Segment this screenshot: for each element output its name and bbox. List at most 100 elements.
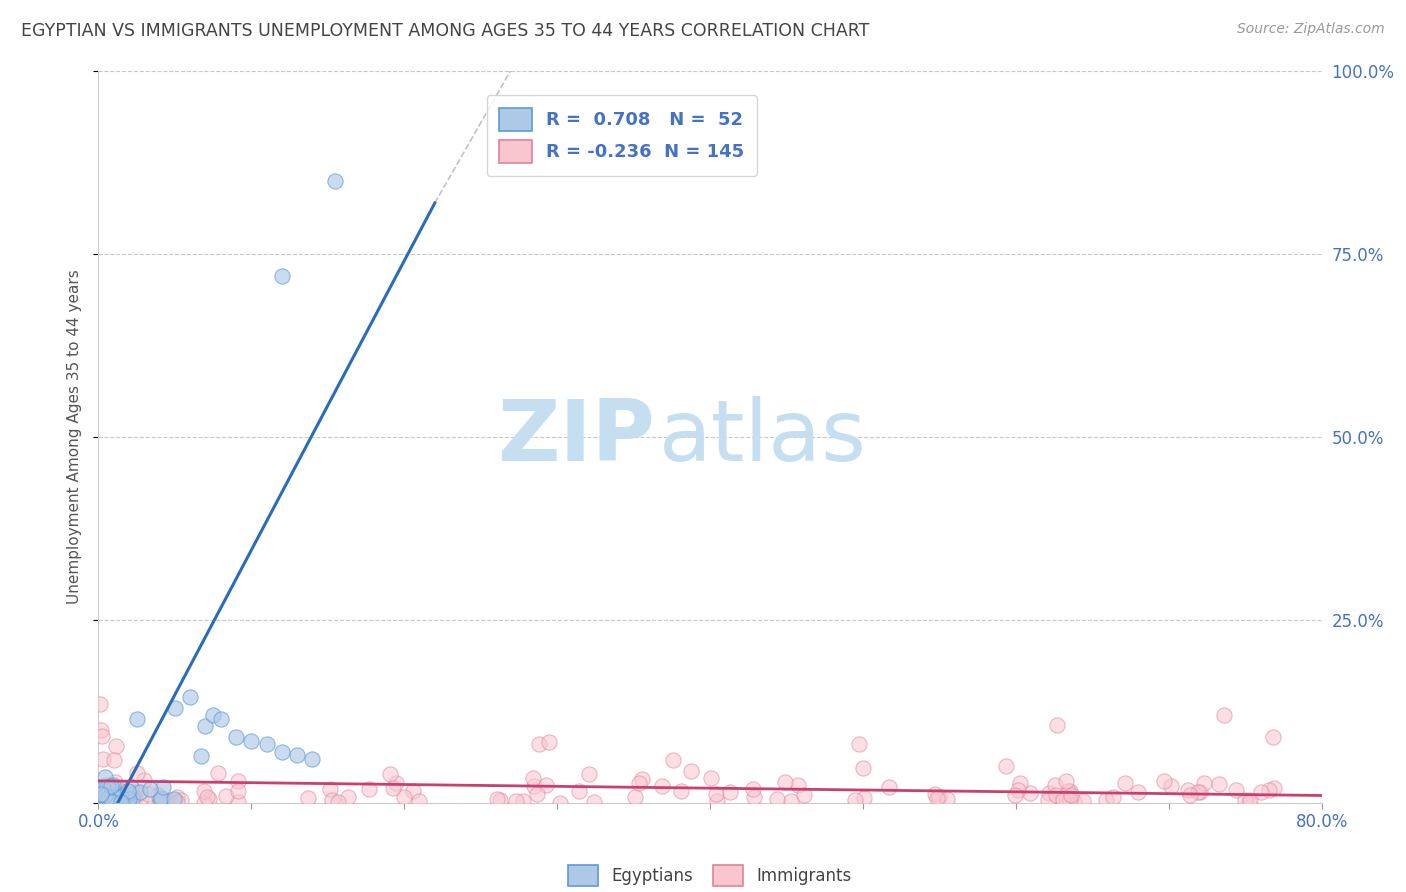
Point bbox=[118, 786, 141, 800]
Point bbox=[117, 793, 139, 807]
Point bbox=[93, 787, 115, 801]
Point bbox=[1054, 773, 1077, 788]
Point bbox=[97, 789, 120, 803]
Point bbox=[149, 791, 172, 805]
Point bbox=[486, 791, 509, 805]
Point bbox=[1239, 796, 1261, 810]
Point bbox=[742, 790, 765, 805]
Point bbox=[1007, 782, 1029, 797]
Point bbox=[512, 794, 534, 808]
Point bbox=[94, 788, 117, 802]
Point bbox=[149, 791, 172, 805]
Point bbox=[121, 792, 143, 806]
Point bbox=[91, 781, 114, 796]
Point bbox=[936, 792, 959, 806]
Point bbox=[110, 784, 132, 798]
Point bbox=[89, 697, 111, 711]
Point bbox=[536, 778, 558, 792]
Point bbox=[1094, 793, 1116, 807]
Point bbox=[270, 269, 292, 284]
Point bbox=[117, 784, 139, 798]
Point bbox=[1073, 793, 1095, 807]
Point bbox=[1059, 783, 1081, 797]
Point bbox=[550, 796, 572, 810]
Point bbox=[90, 730, 112, 744]
Point bbox=[90, 787, 112, 801]
Point bbox=[357, 781, 380, 796]
Point bbox=[226, 795, 249, 809]
Point bbox=[225, 730, 247, 744]
Point bbox=[1004, 789, 1026, 803]
Point bbox=[402, 783, 425, 797]
Point bbox=[118, 792, 141, 806]
Point bbox=[384, 776, 406, 790]
Point bbox=[101, 795, 124, 809]
Point bbox=[104, 788, 127, 802]
Text: Source: ZipAtlas.com: Source: ZipAtlas.com bbox=[1237, 22, 1385, 37]
Point bbox=[125, 785, 148, 799]
Point bbox=[104, 739, 127, 753]
Point bbox=[1060, 789, 1083, 803]
Point bbox=[924, 787, 946, 801]
Point bbox=[209, 712, 232, 726]
Point bbox=[100, 779, 122, 793]
Point bbox=[1263, 780, 1285, 795]
Point bbox=[706, 794, 728, 808]
Point bbox=[122, 791, 145, 805]
Point bbox=[742, 782, 765, 797]
Point bbox=[101, 784, 124, 798]
Point bbox=[193, 784, 215, 798]
Point bbox=[928, 789, 950, 804]
Point bbox=[1250, 785, 1272, 799]
Point bbox=[1052, 793, 1074, 807]
Point bbox=[166, 790, 188, 805]
Point bbox=[207, 766, 229, 780]
Point bbox=[1054, 791, 1077, 805]
Point bbox=[578, 767, 600, 781]
Point bbox=[97, 782, 120, 797]
Point bbox=[110, 789, 132, 804]
Point bbox=[103, 791, 125, 805]
Text: EGYPTIAN VS IMMIGRANTS UNEMPLOYMENT AMONG AGES 35 TO 44 YEARS CORRELATION CHART: EGYPTIAN VS IMMIGRANTS UNEMPLOYMENT AMON… bbox=[21, 22, 869, 40]
Point bbox=[392, 790, 415, 805]
Legend: Egyptians, Immigrants: Egyptians, Immigrants bbox=[561, 859, 859, 892]
Point bbox=[98, 785, 121, 799]
Point bbox=[202, 708, 225, 723]
Point bbox=[194, 719, 217, 733]
Text: ZIP: ZIP bbox=[498, 395, 655, 479]
Point bbox=[1188, 785, 1211, 799]
Point bbox=[1263, 730, 1285, 744]
Point bbox=[256, 737, 278, 751]
Point bbox=[773, 774, 796, 789]
Point bbox=[523, 779, 546, 793]
Point bbox=[97, 790, 120, 805]
Point bbox=[97, 789, 120, 803]
Point bbox=[91, 781, 114, 796]
Text: atlas: atlas bbox=[658, 395, 866, 479]
Point bbox=[631, 772, 654, 786]
Point bbox=[1192, 776, 1215, 790]
Point bbox=[624, 790, 647, 805]
Point bbox=[163, 792, 186, 806]
Point bbox=[568, 784, 591, 798]
Point bbox=[111, 795, 134, 809]
Point bbox=[90, 789, 112, 804]
Point bbox=[136, 787, 159, 801]
Point bbox=[700, 771, 723, 785]
Point bbox=[100, 781, 122, 796]
Point bbox=[1160, 780, 1182, 794]
Point bbox=[228, 773, 250, 788]
Point bbox=[679, 764, 702, 778]
Point bbox=[89, 784, 111, 798]
Point bbox=[285, 748, 308, 763]
Point bbox=[522, 771, 544, 785]
Point bbox=[1225, 782, 1247, 797]
Point bbox=[1177, 783, 1199, 797]
Point bbox=[91, 752, 114, 766]
Point bbox=[669, 783, 692, 797]
Point bbox=[488, 792, 510, 806]
Point bbox=[1059, 793, 1081, 807]
Point bbox=[1063, 795, 1085, 809]
Point bbox=[107, 788, 129, 802]
Point bbox=[1038, 786, 1060, 800]
